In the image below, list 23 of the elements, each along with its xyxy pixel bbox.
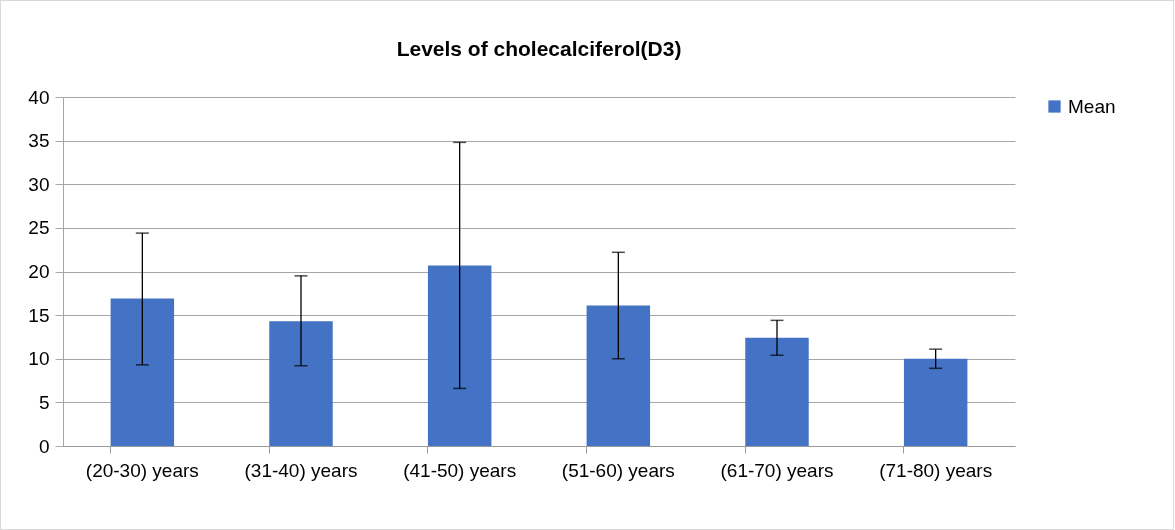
y-tick-label: 25 [28, 217, 50, 239]
bar [586, 305, 651, 446]
chart-title: Levels of cholecalciferol(D3) [396, 37, 682, 60]
y-tick-label: 20 [28, 261, 50, 282]
y-tick-label: 30 [28, 173, 50, 195]
y-tick-label: 15 [28, 304, 50, 326]
bar [269, 321, 333, 446]
bar [745, 337, 809, 446]
bar [427, 265, 492, 446]
y-tick-label: 5 [38, 391, 50, 413]
x-tick-label: (31-40) years [244, 459, 358, 481]
x-tick-label: (71-80) years [879, 459, 993, 481]
y-tick-label: 0 [38, 435, 50, 457]
bar [110, 298, 175, 446]
x-tick-label: (51-60) years [561, 459, 675, 481]
x-tick-label: (20-30) years [85, 459, 199, 481]
y-tick-label: 40 [28, 86, 50, 108]
y-tick-label: 10 [28, 348, 50, 370]
legend-label: Mean [1068, 95, 1116, 117]
y-tick-label: 35 [28, 130, 50, 152]
bar [903, 358, 968, 446]
x-tick-label: (41-50) years [403, 459, 517, 481]
x-tick-label: (61-70) years [720, 459, 834, 481]
